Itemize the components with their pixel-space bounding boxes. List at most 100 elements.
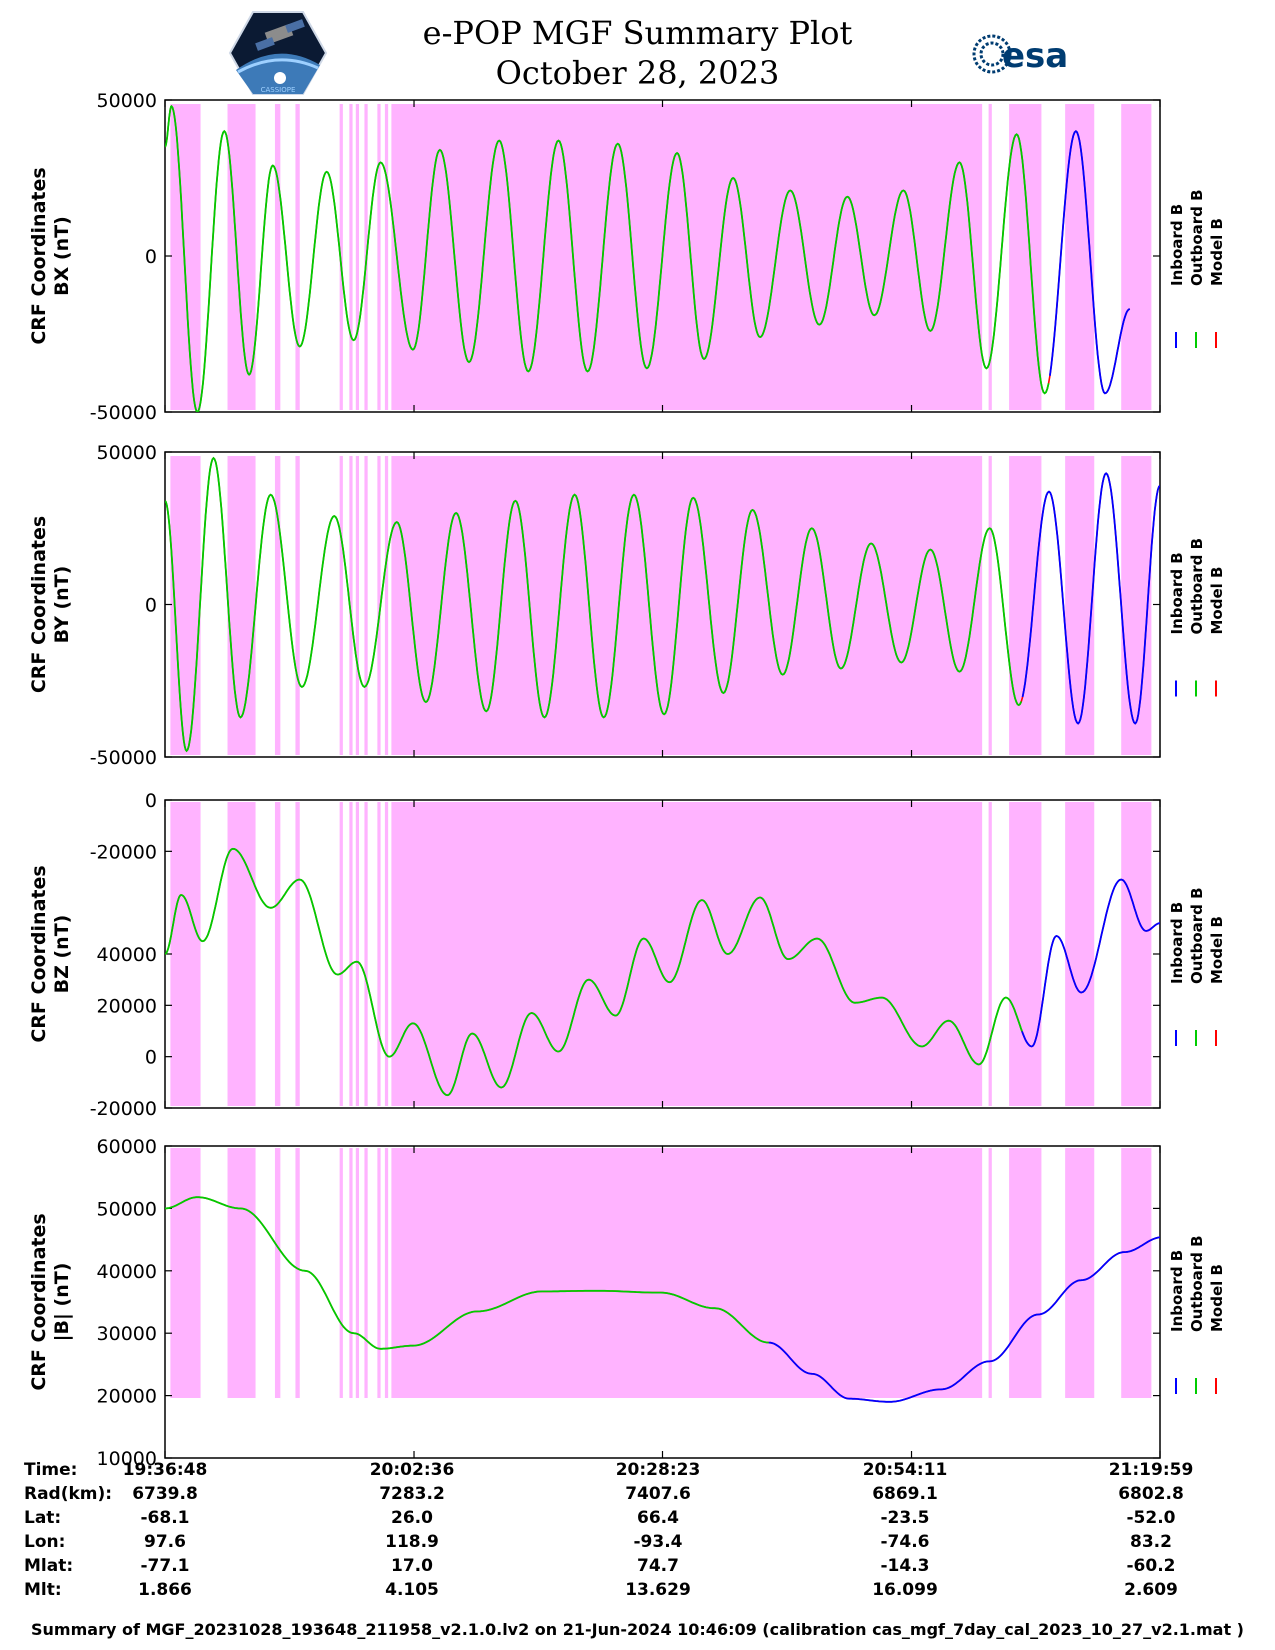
radius-2: 7283.2 <box>379 1484 445 1504</box>
series-inboard-by <box>1021 472 1160 725</box>
mlt-5: 2.609 <box>1124 1580 1178 1600</box>
y-axis-label-bx-line1: CRF Coordinates <box>28 167 50 344</box>
time-2: 20:02:36 <box>369 1460 455 1480</box>
mlt-2: 4.105 <box>385 1580 439 1600</box>
legend-label-bmag-1: Outboard B <box>1188 1235 1206 1332</box>
series-outboard-by <box>165 456 1023 753</box>
shade-band-by-11 <box>988 456 992 755</box>
y-tick-label-by-2: -50000 <box>90 747 157 769</box>
mlt-1: 1.866 <box>138 1580 192 1600</box>
series-inboard-bmag <box>768 1236 1160 1403</box>
series-outboard-bz <box>165 847 1023 1097</box>
series-outboard-bmag <box>165 1196 769 1350</box>
shade-band-bmag-10 <box>391 1148 983 1398</box>
mlat-2: 17.0 <box>391 1556 433 1576</box>
y-tick-label-bmag-5: 10000 <box>97 1448 157 1470</box>
shade-band-bmag-0 <box>170 1148 201 1398</box>
shade-band-bz-0 <box>170 802 201 1106</box>
lon-2: 118.9 <box>385 1532 439 1552</box>
y-tick-label-bx-0: 50000 <box>97 90 157 112</box>
shade-band-bmag-14 <box>1121 1148 1152 1398</box>
esa-logo: esa <box>972 34 1068 76</box>
mlat-5: -60.2 <box>1126 1556 1176 1576</box>
time-1: 19:36:48 <box>122 1460 208 1480</box>
svg-text:CASSIOPE: CASSIOPE <box>261 86 296 94</box>
y-axis-label-bmag-line2: |B| (nT) <box>51 1263 73 1342</box>
shade-band-bz-8 <box>377 802 381 1106</box>
legend-label-bz-0: Inboard B <box>1168 902 1186 984</box>
row-mlat: Mlat: -77.1 17.0 74.7 -14.3 -60.2 <box>0 1556 1275 1580</box>
y-tick-label-bmag-0: 60000 <box>97 1136 157 1158</box>
y-axis-label-bmag-line1: CRF Coordinates <box>28 1213 50 1390</box>
shade-band-bx-1 <box>227 104 256 410</box>
shade-band-bz-2 <box>274 802 281 1106</box>
shade-band-bx-9 <box>384 104 389 410</box>
shade-band-bmag-5 <box>349 1148 353 1398</box>
shade-band-bmag-11 <box>988 1148 992 1398</box>
lon-3: -93.4 <box>633 1532 683 1552</box>
shade-band-bz-1 <box>227 802 256 1106</box>
shade-band-bmag-6 <box>355 1148 360 1398</box>
shade-band-bmag-7 <box>364 1148 368 1398</box>
time-3: 20:28:23 <box>615 1460 701 1480</box>
y-tick-label-bx-2: -50000 <box>90 402 157 424</box>
shade-band-by-14 <box>1121 456 1152 755</box>
y-axis-label-by-line2: BY (nT) <box>51 566 73 644</box>
mission-logo: CASSIOPE <box>228 11 328 95</box>
shade-band-bz-5 <box>349 802 353 1106</box>
shade-band-bz-6 <box>355 802 360 1106</box>
shade-band-bx-2 <box>274 104 281 410</box>
shade-band-by-6 <box>355 456 360 755</box>
lon-1: 97.6 <box>144 1532 186 1552</box>
chart-title: e-POP MGF Summary Plot <box>422 14 853 52</box>
legend-label-bz-2: Model B <box>1208 916 1226 984</box>
label-time: Time: <box>24 1460 78 1480</box>
shade-band-by-2 <box>274 456 281 755</box>
series-inboard-bz <box>1021 878 1160 1048</box>
row-mlt: Mlt: 1.866 4.105 13.629 16.099 2.609 <box>0 1580 1275 1604</box>
radius-1: 6739.8 <box>132 1484 198 1504</box>
y-tick-label-bmag-1: 50000 <box>97 1198 157 1220</box>
lat-5: -52.0 <box>1126 1508 1176 1528</box>
shade-band-by-5 <box>349 456 353 755</box>
lat-4: -23.5 <box>880 1508 930 1528</box>
shade-band-bx-14 <box>1121 104 1152 410</box>
shade-band-bx-5 <box>349 104 353 410</box>
label-radius: Rad(km): <box>24 1484 113 1504</box>
lat-3: 66.4 <box>637 1508 679 1528</box>
legend-label-bx-2: Model B <box>1208 218 1226 286</box>
shade-band-bz-11 <box>988 802 992 1106</box>
shade-band-by-7 <box>364 456 368 755</box>
shade-band-bmag-3 <box>295 1148 300 1398</box>
shade-band-bz-12 <box>1009 802 1042 1106</box>
shade-band-by-4 <box>339 456 343 755</box>
series-inboard-bx <box>1049 130 1131 395</box>
chart-subtitle: October 28, 2023 <box>495 54 780 92</box>
y-tick-label-by-1: 0 <box>145 595 157 617</box>
row-radius: Rad(km): 6739.8 7283.2 7407.6 6869.1 680… <box>0 1484 1275 1508</box>
y-tick-label-bz-3: 20000 <box>97 995 157 1017</box>
y-axis-label-bx-line2: BX (nT) <box>51 216 73 296</box>
legend-label-by-1: Outboard B <box>1188 538 1206 635</box>
shade-band-by-1 <box>227 456 256 755</box>
shade-band-bz-3 <box>295 802 300 1106</box>
shade-band-bmag-12 <box>1009 1148 1042 1398</box>
shade-band-by-12 <box>1009 456 1042 755</box>
y-tick-label-bmag-2: 40000 <box>97 1261 157 1283</box>
legend-label-bz-1: Outboard B <box>1188 887 1206 984</box>
footer-caption: Summary of MGF_20231028_193648_211958_v2… <box>31 1620 1244 1639</box>
legend-label-bmag-0: Inboard B <box>1168 1250 1186 1332</box>
legend-label-by-2: Model B <box>1208 567 1226 635</box>
mlat-3: 74.7 <box>637 1556 679 1576</box>
shade-band-by-3 <box>295 456 300 755</box>
shade-band-bx-3 <box>295 104 300 410</box>
shade-band-bmag-9 <box>384 1148 389 1398</box>
shade-band-bz-13 <box>1065 802 1095 1106</box>
legend-label-bx-1: Outboard B <box>1188 189 1206 286</box>
shade-band-bx-12 <box>1009 104 1042 410</box>
shade-band-bz-10 <box>391 802 983 1106</box>
shade-band-bmag-13 <box>1065 1148 1095 1398</box>
y-axis-label-bz-line2: BZ (nT) <box>51 915 73 994</box>
shade-band-bz-9 <box>384 802 389 1106</box>
